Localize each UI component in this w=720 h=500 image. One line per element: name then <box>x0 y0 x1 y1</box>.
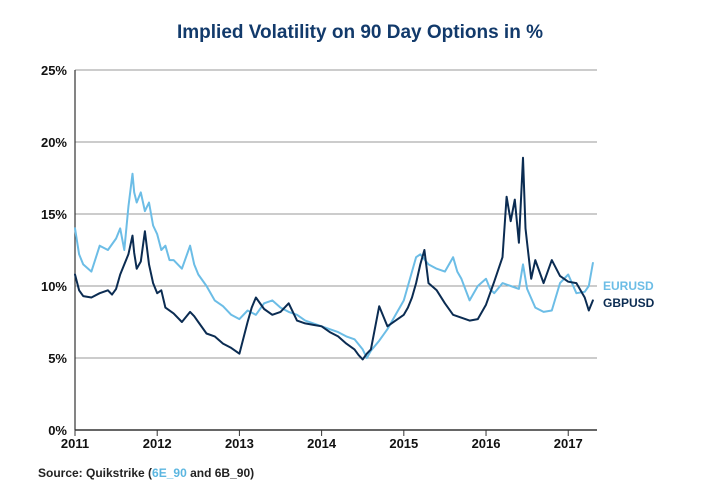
grid <box>75 69 597 431</box>
series-line-eurusd <box>74 172 594 359</box>
source-link[interactable]: 6E_90 <box>152 466 187 480</box>
legend: EURUSD GBPUSD <box>603 279 655 310</box>
x-tick-label: 2015 <box>389 436 418 451</box>
y-tick-label: 5% <box>48 351 67 366</box>
legend-label-gbpusd: GBPUSD <box>603 296 655 310</box>
y-tick-label: 15% <box>41 207 67 222</box>
series-line-gbpusd <box>74 156 594 361</box>
x-tick-label: 2013 <box>225 436 254 451</box>
axes: 0% 5% 10% 15% 20% 25% 2011 2012 2013 2014 2015 2016… <box>41 63 583 451</box>
source-prefix: Source: Quikstrike ( <box>38 466 153 480</box>
y-tick-label: 25% <box>41 63 67 78</box>
y-tick-label: 0% <box>48 423 67 438</box>
x-tick-label: 2012 <box>143 436 172 451</box>
x-tick-label: 2011 <box>61 436 89 451</box>
x-tick-label: 2017 <box>554 436 583 451</box>
chart-title: Implied Volatility on 90 Day Options in … <box>177 22 543 43</box>
source-suffix: and 6B_90) <box>186 466 255 480</box>
source-note: Source: Quikstrike (6E_90 and 6B_90) <box>38 466 254 480</box>
chart-plot: 0% 5% 10% 15% 20% 25% 2011 2012 2013 2014 2015 2016… <box>41 63 655 451</box>
legend-label-eurusd: EURUSD <box>603 279 654 293</box>
series-layer <box>74 156 594 361</box>
x-tick-label: 2016 <box>472 436 501 451</box>
y-tick-label: 10% <box>41 279 67 294</box>
x-tick-label: 2014 <box>307 436 337 451</box>
y-tick-label: 20% <box>41 135 67 150</box>
